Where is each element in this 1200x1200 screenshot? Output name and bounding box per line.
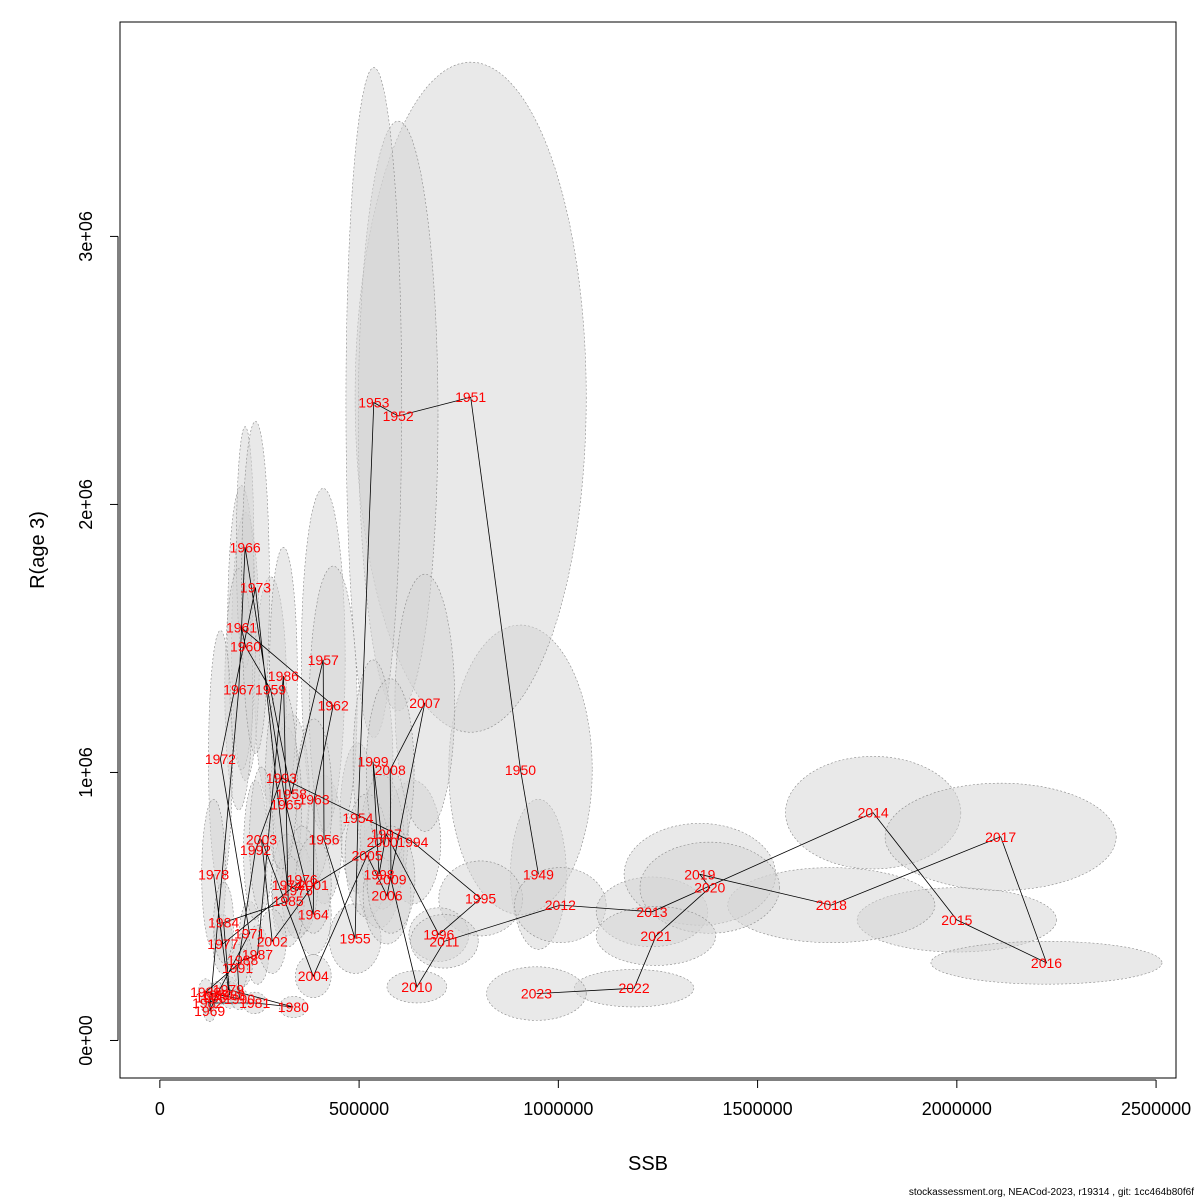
year-label-1970: 1970 (201, 987, 232, 1003)
year-label-1984: 1984 (208, 915, 239, 931)
year-label-1951: 1951 (455, 389, 486, 405)
year-label-1969: 1969 (194, 1003, 225, 1019)
year-label-1990: 1990 (224, 991, 255, 1007)
year-label-1994: 1994 (397, 834, 428, 850)
year-label-1987: 1987 (242, 947, 273, 963)
year-label-1988: 1988 (227, 952, 258, 968)
year-label-2018: 2018 (816, 897, 847, 913)
footer-credit: stockassessment.org, NEACod-2023, r19314… (908, 1187, 1194, 1198)
year-label-1962: 1962 (318, 697, 349, 713)
y-tick-label-1: 1e+06 (76, 747, 96, 798)
year-path (204, 396, 1048, 1012)
year-label-1975: 1975 (282, 882, 313, 898)
year-label-2012: 2012 (545, 897, 576, 913)
year-label-1959: 1959 (255, 681, 286, 697)
year-label-1952: 1952 (383, 408, 414, 424)
year-label-1958: 1958 (276, 786, 307, 802)
year-label-1964: 1964 (298, 907, 329, 923)
x-tick-label-3: 1500000 (723, 1099, 793, 1119)
year-label-2006: 2006 (371, 888, 402, 904)
year-label-1968: 1968 (195, 990, 226, 1006)
year-label-1995: 1995 (465, 890, 496, 906)
year-label-1961: 1961 (226, 620, 257, 636)
year-label-2010: 2010 (401, 979, 432, 995)
year-label-2002: 2002 (257, 933, 288, 949)
year-label-2000: 2000 (367, 834, 398, 850)
year-label-1954: 1954 (342, 810, 373, 826)
year-label-2020: 2020 (694, 880, 725, 896)
year-label-1972: 1972 (205, 751, 236, 767)
y-tick-label-3: 3e+06 (76, 211, 96, 262)
x-tick-label-0: 0 (155, 1099, 165, 1119)
plot-frame (119, 21, 1177, 1079)
year-label-2022: 2022 (618, 980, 649, 996)
year-label-2009: 2009 (375, 872, 406, 888)
year-label-2001: 2001 (298, 877, 329, 893)
y-tick-label-0: 0e+00 (76, 1015, 96, 1066)
year-label-2021: 2021 (640, 928, 671, 944)
year-label-1991: 1991 (222, 960, 253, 976)
x-tick-label-5: 2500000 (1121, 1099, 1191, 1119)
year-label-2016: 2016 (1031, 955, 1062, 971)
year-label-1971: 1971 (234, 925, 265, 941)
year-label-1965: 1965 (270, 797, 301, 813)
year-label-1960: 1960 (230, 638, 261, 654)
y-axis-title: R(age 3) (27, 511, 49, 589)
year-label-1949: 1949 (523, 866, 554, 882)
year-label-1996: 1996 (423, 927, 454, 943)
year-label-1989: 1989 (190, 984, 221, 1000)
year-label-1978: 1978 (198, 866, 229, 882)
year-label-1963: 1963 (298, 791, 329, 807)
year-label-2007: 2007 (409, 695, 440, 711)
x-tick-label-4: 2000000 (922, 1099, 992, 1119)
year-label-1956: 1956 (308, 831, 339, 847)
year-label-2005: 2005 (351, 848, 382, 864)
year-label-1985: 1985 (273, 893, 304, 909)
year-label-1981: 1981 (239, 995, 270, 1011)
year-label-1966: 1966 (230, 539, 261, 555)
year-label-2008: 2008 (375, 762, 406, 778)
year-label-2015: 2015 (941, 912, 972, 928)
x-axis: 0 500000 1000000 1500000 2000000 2500000 (155, 1079, 1191, 1119)
year-label-1967: 1967 (223, 681, 254, 697)
year-label-2011: 2011 (429, 933, 459, 949)
year-label-1998: 1998 (363, 866, 394, 882)
year-label-1953: 1953 (358, 395, 389, 411)
year-label-1976: 1976 (287, 872, 318, 888)
year-label-2013: 2013 (636, 904, 667, 920)
year-label-1957: 1957 (308, 652, 339, 668)
x-axis-title: SSB (628, 1153, 668, 1175)
year-label-2014: 2014 (858, 805, 889, 821)
year-label-1982: 1982 (192, 995, 223, 1011)
year-label-1999: 1999 (357, 754, 388, 770)
ellipse-1980 (279, 995, 308, 1018)
year-label-1980: 1980 (278, 999, 309, 1015)
x-tick-label-1: 500000 (329, 1099, 389, 1119)
year-label-2019: 2019 (684, 866, 715, 882)
year-label-1986: 1986 (268, 668, 299, 684)
year-label-1974: 1974 (272, 877, 303, 893)
year-label-1973: 1973 (240, 580, 271, 596)
year-label-2003: 2003 (246, 831, 277, 847)
y-tick-label-2: 2e+06 (76, 479, 96, 530)
year-label-2004: 2004 (298, 968, 329, 984)
year-label-1993: 1993 (266, 770, 297, 786)
year-label-2017: 2017 (985, 829, 1016, 845)
y-axis: 0e+00 1e+06 2e+06 3e+06 (76, 211, 119, 1066)
year-label-1977: 1977 (207, 936, 238, 952)
year-label-1983: 1983 (214, 987, 245, 1003)
year-label-1955: 1955 (340, 931, 371, 947)
year-label-1979: 1979 (213, 982, 244, 998)
year-label-2023: 2023 (521, 986, 552, 1002)
x-tick-label-2: 1000000 (523, 1099, 593, 1119)
year-path-line (204, 396, 1048, 1012)
year-label-1992: 1992 (240, 842, 271, 858)
year-label-1950: 1950 (505, 762, 536, 778)
year-label-1997: 1997 (371, 826, 402, 842)
